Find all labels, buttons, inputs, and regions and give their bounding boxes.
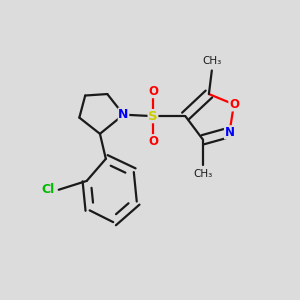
Text: O: O [229,98,239,111]
Text: N: N [118,108,129,121]
Text: O: O [148,85,158,98]
Text: O: O [148,135,158,148]
Text: CH₃: CH₃ [194,169,213,179]
Text: Cl: Cl [41,183,54,196]
Text: S: S [148,110,158,123]
Text: CH₃: CH₃ [202,56,221,66]
Text: N: N [224,126,235,139]
